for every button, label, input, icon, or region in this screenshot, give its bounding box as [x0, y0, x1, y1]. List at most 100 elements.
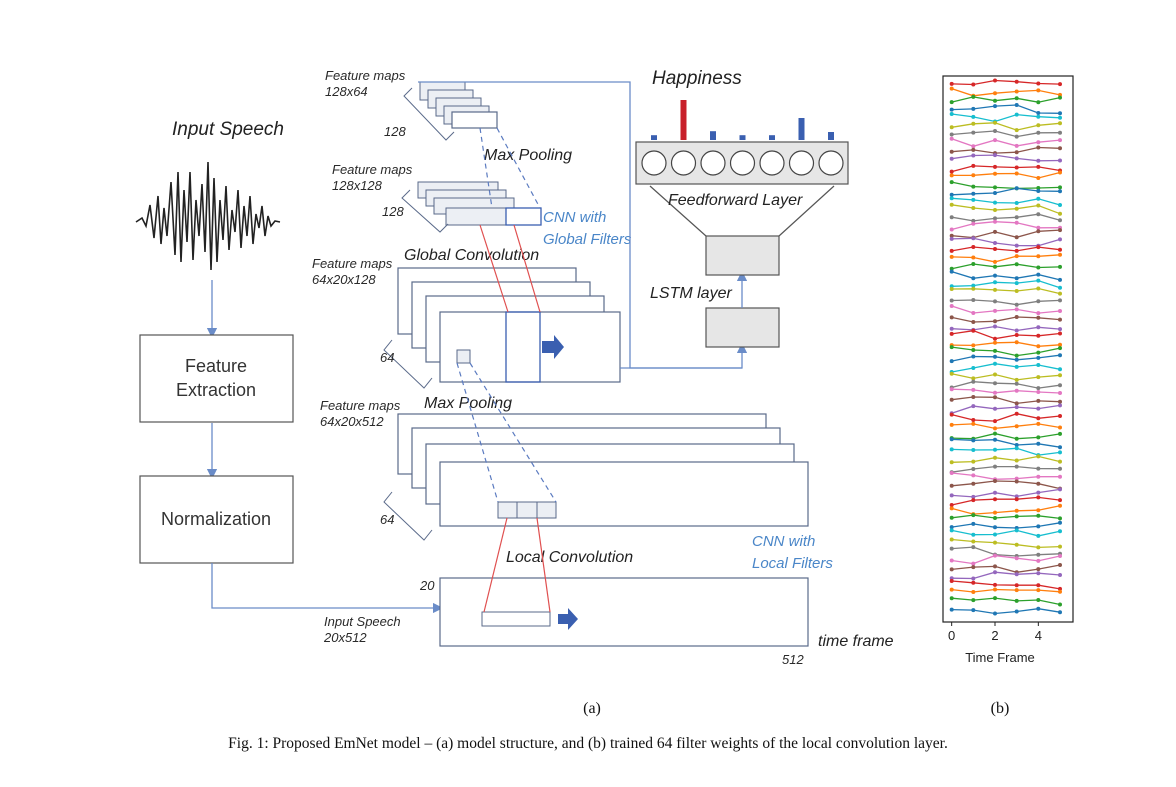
- weight-series-5: [949, 120, 1062, 133]
- pool-top-dash-left: [479, 127, 493, 209]
- input-speech-title: Input Speech: [172, 119, 284, 140]
- weight-series-41: [949, 421, 1062, 431]
- weight-series-11: [949, 170, 1062, 180]
- output-neuron-6: [818, 150, 844, 176]
- weight-series-21: [949, 252, 1062, 264]
- weights-x-ticks: 0 2 4: [948, 622, 1042, 643]
- global-conv-line-right: [513, 224, 541, 313]
- input-speech-label-line1: Input Speech: [324, 614, 401, 629]
- output-bar-0: [651, 135, 657, 140]
- weight-series-63: [949, 606, 1062, 616]
- local-convolution: Local Convolution: [506, 549, 633, 566]
- output-bar-5: [798, 118, 805, 140]
- output-bar-4: [769, 135, 775, 140]
- output-bar-2: [710, 131, 716, 140]
- output-neuron-1: [670, 150, 697, 176]
- output-neuron-0: [641, 150, 667, 176]
- time-frame-label: time frame: [818, 633, 894, 650]
- weight-series-57: [949, 553, 1062, 566]
- weight-series-55: [949, 537, 1062, 550]
- fm3-label-line2: 64x20x128: [312, 272, 376, 287]
- input-speech-map: [439, 577, 809, 647]
- weight-series-45: [949, 454, 1062, 465]
- weight-series-8: [949, 145, 1062, 156]
- weight-series-14: [949, 196, 1062, 207]
- weight-series-59: [949, 570, 1062, 581]
- weight-series-23: [949, 269, 1062, 282]
- fm1-depth: 128: [384, 124, 406, 139]
- feature-maps-64x20x128: [397, 267, 621, 383]
- happiness-label: Happiness: [652, 68, 742, 89]
- fm3-label-line1: Feature maps: [312, 256, 393, 271]
- fm4-depth: 64: [380, 512, 394, 527]
- output-neurons: [641, 150, 844, 176]
- fm3-depth: 64: [380, 350, 394, 365]
- fm1-label-line1: Feature maps: [325, 68, 406, 83]
- weight-series-2: [949, 94, 1062, 105]
- weight-series-17: [949, 219, 1062, 232]
- cnn-local-line1: CNN with: [752, 533, 815, 550]
- arrow-norm-to-input: [211, 563, 444, 614]
- weights-x-tick-0: 0: [948, 628, 955, 643]
- weight-series-34: [949, 361, 1062, 374]
- feature-extraction-box: [139, 334, 294, 423]
- weight-series-7: [949, 136, 1062, 149]
- weight-series-25: [949, 286, 1062, 296]
- weight-series-43: [949, 437, 1062, 450]
- local-conv-line-left: [483, 517, 508, 613]
- cnn-global-line2: Global Filters: [543, 231, 632, 248]
- weight-series-47: [949, 471, 1062, 482]
- fm1-label-line2: 128x64: [325, 84, 368, 99]
- weight-series-62: [949, 596, 1062, 607]
- lstm-box-2: [705, 235, 780, 276]
- weight-series-13: [949, 186, 1062, 197]
- ff-line-left: [649, 185, 707, 237]
- panel-b-label: (b): [991, 700, 1010, 717]
- input-speech-label-line2: 20x512: [323, 630, 367, 645]
- fm1-depth-bracket: [403, 87, 455, 141]
- max-pooling-top: Max Pooling: [484, 147, 572, 164]
- local-conv-line-right: [536, 517, 551, 613]
- weight-series-28: [949, 315, 1062, 324]
- weight-series-37: [949, 387, 1062, 395]
- fm2-depth: 128: [382, 204, 404, 219]
- fm4-depth-bracket: [383, 491, 433, 541]
- fm2-label-line1: Feature maps: [332, 162, 413, 177]
- weight-series-38: [949, 395, 1062, 406]
- waveform: [135, 161, 281, 271]
- feature-maps-128x128: [417, 181, 542, 226]
- weight-series-6: [949, 129, 1062, 139]
- output-neuron-4: [759, 150, 785, 176]
- normalization-label: Normalization: [161, 509, 271, 529]
- output-neuron-5: [788, 150, 815, 176]
- weights-x-label: Time Frame: [965, 650, 1035, 665]
- panel-a-label: (a): [583, 700, 601, 717]
- weight-series-3: [949, 103, 1062, 116]
- fm2-depth-bracket: [401, 189, 449, 233]
- weights-series: [949, 78, 1062, 616]
- feature-maps-128x64: [419, 81, 498, 129]
- weight-series-61: [949, 587, 1062, 594]
- weight-series-1: [949, 86, 1062, 98]
- global-convolution: Global Convolution: [404, 247, 539, 264]
- output-neuron-3: [729, 150, 756, 176]
- weights-x-tick-2: 4: [1035, 628, 1042, 643]
- output-bars: [651, 100, 834, 140]
- pool-top-dash-right: [496, 127, 541, 209]
- pool-mid-dash-right: [469, 362, 557, 503]
- ff-line-right: [778, 185, 835, 237]
- output-neuron-2: [700, 150, 726, 176]
- weight-series-22: [949, 262, 1062, 271]
- pool-mid-dash-left: [456, 362, 499, 503]
- weight-series-24: [949, 278, 1062, 290]
- weight-series-60: [949, 579, 1062, 591]
- lstm-layer-label: LSTM layer: [650, 285, 732, 302]
- weight-series-30: [949, 328, 1062, 341]
- fm2-label-line2: 128x128: [332, 178, 383, 193]
- weights-x-tick-1: 2: [991, 628, 998, 643]
- feature-extraction-line1: Feature: [185, 356, 247, 376]
- weight-series-40: [949, 411, 1062, 424]
- max-pooling-mid: Max Pooling: [424, 395, 512, 412]
- output-bar-6: [828, 132, 834, 140]
